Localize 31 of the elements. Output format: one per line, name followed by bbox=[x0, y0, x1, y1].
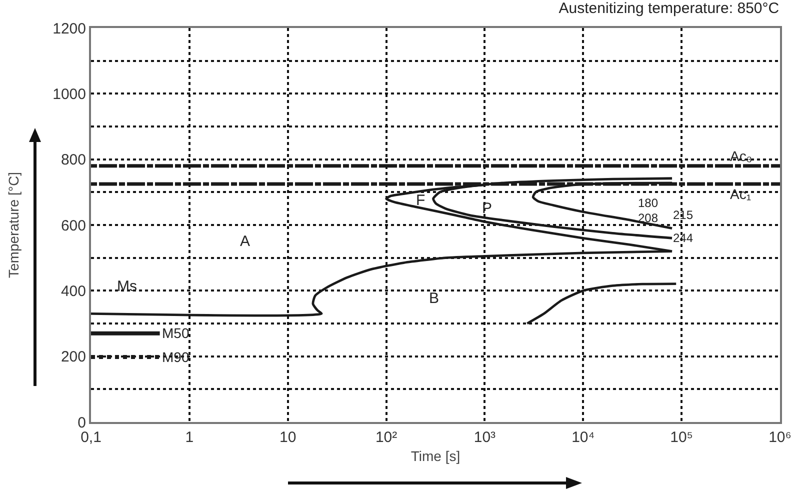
y-tick-label: 800 bbox=[60, 152, 86, 169]
annotation: 215 bbox=[673, 208, 694, 222]
annotation: 208 bbox=[638, 211, 658, 225]
annotation: F bbox=[416, 192, 426, 209]
x-tick-label: 10³ bbox=[474, 429, 496, 446]
y-tick-label: 0 bbox=[78, 414, 86, 432]
y-tick-label: 1200 bbox=[52, 20, 86, 38]
x-tick-label: 10⁵ bbox=[670, 429, 694, 446]
x-axis-title: Time [s] bbox=[410, 448, 460, 464]
annotation: 180 bbox=[638, 196, 658, 210]
x-tick-label: 10² bbox=[375, 429, 398, 446]
y-tick-label: 600 bbox=[60, 217, 86, 234]
x-tick-label: 10⁶ bbox=[768, 429, 792, 446]
y-tick-label: 1000 bbox=[52, 86, 86, 103]
chart-title: Austenitizing temperature: 850°C bbox=[558, 0, 780, 17]
series-label: M50 bbox=[162, 325, 190, 341]
y-tick-label: 400 bbox=[60, 282, 86, 300]
ref-line-label: Ac₁ bbox=[730, 186, 752, 202]
annotation: A bbox=[240, 233, 250, 250]
series-label: M90 bbox=[162, 349, 190, 365]
y-tick-label: 200 bbox=[60, 348, 86, 366]
ref-line-label: Ac₃ bbox=[730, 148, 752, 164]
x-tick-label: 1 bbox=[185, 429, 194, 446]
annotation: 244 bbox=[673, 231, 694, 245]
annotation: B bbox=[429, 290, 440, 307]
annotation: Ms bbox=[117, 278, 137, 295]
annotation: P bbox=[482, 200, 492, 217]
y-axis-title: Temperature [°C] bbox=[6, 172, 22, 278]
x-tick-label: 10 bbox=[280, 429, 296, 446]
x-tick-label: 0,1 bbox=[80, 429, 102, 446]
x-tick-label: 10⁴ bbox=[572, 429, 595, 446]
